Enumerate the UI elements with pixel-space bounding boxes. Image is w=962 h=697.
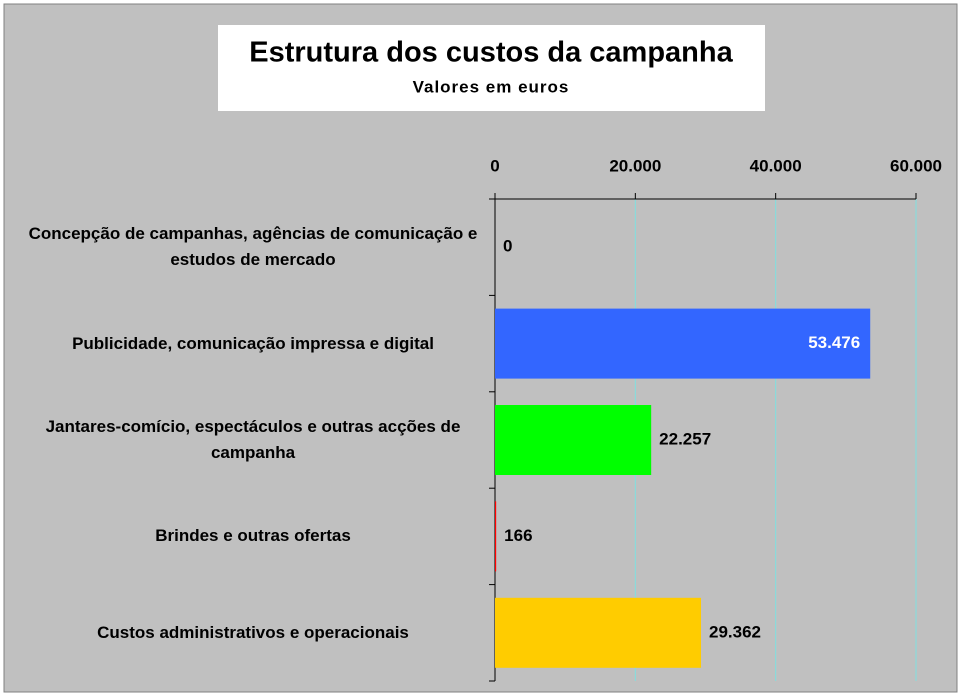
title-box <box>218 25 765 111</box>
chart-title: Estrutura dos custos da campanha <box>249 37 733 69</box>
y-tick-label: Custos administrativos e operacionais <box>97 622 409 642</box>
bar <box>495 597 702 668</box>
y-tick-label: Publicidade, comunicação impressa e digi… <box>72 333 434 353</box>
y-tick-label: Jantares-comício, espectáculos e outras … <box>45 417 461 462</box>
y-tick-label: Brindes e outras ofertas <box>155 526 351 546</box>
data-label: 53.476 <box>808 333 860 352</box>
x-tick-label: 60.000 <box>890 156 942 175</box>
x-tick-label: 20.000 <box>609 156 661 175</box>
data-label: 0 <box>503 237 512 256</box>
bar <box>495 405 652 475</box>
y-tick-label: Concepção de campanhas, agências de comu… <box>28 224 478 270</box>
bar <box>495 308 871 379</box>
data-label: 29.362 <box>709 622 761 641</box>
bar <box>495 501 497 572</box>
chart-subtitle: Valores em euros <box>413 77 570 96</box>
data-label: 22.257 <box>659 429 711 448</box>
data-label: 166 <box>504 526 532 545</box>
x-tick-label: 40.000 <box>750 156 802 175</box>
x-tick-label: 0 <box>490 156 499 175</box>
